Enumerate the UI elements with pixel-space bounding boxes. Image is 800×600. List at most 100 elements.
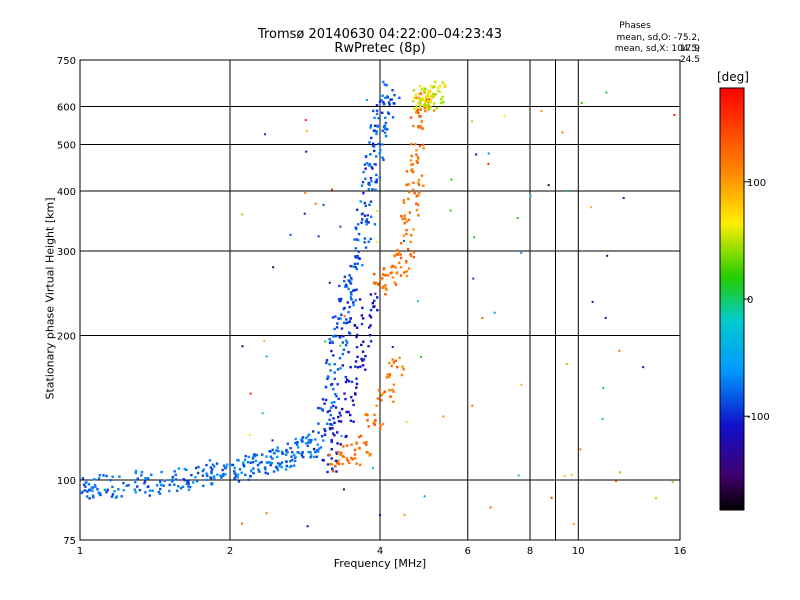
data-point [365,450,368,454]
data-point [339,420,343,423]
data-point [380,393,383,397]
data-point [88,497,91,500]
data-point [364,413,367,416]
data-point [120,495,123,498]
data-point [344,435,347,439]
data-point [384,96,387,100]
data-point [349,419,353,422]
data-point [580,101,583,104]
data-point [383,127,387,131]
data-point [194,466,198,470]
data-point [309,451,312,454]
data-point [174,478,178,481]
data-point [368,203,371,207]
data-point [212,475,216,478]
data-point [422,147,425,150]
data-point [471,404,474,407]
data-point [415,208,419,212]
data-point [380,399,383,402]
data-point [403,513,406,516]
data-point [402,234,406,237]
data-point [86,490,89,493]
data-point [405,420,408,423]
data-point [111,485,114,489]
data-point [284,468,288,471]
data-point [417,111,420,115]
data-point [427,98,430,101]
data-point [355,386,358,389]
phase-stats-heading: Phases [619,21,651,31]
data-point [325,361,328,365]
data-point [279,462,282,466]
data-point [260,460,263,464]
data-point [473,236,476,239]
data-point [411,170,415,174]
data-point [422,86,425,90]
data-point [258,461,261,465]
data-point [396,365,399,369]
data-point [393,102,396,105]
data-point [345,457,349,460]
y-tick-label: 200 [57,332,76,343]
data-point [386,373,389,376]
data-point [418,103,422,107]
data-point [487,152,490,155]
data-point [330,457,333,460]
data-point [437,89,440,93]
data-point [334,334,338,338]
data-point [405,232,408,236]
data-point [392,383,396,386]
data-point [378,176,381,179]
data-point [375,112,379,116]
data-point [349,365,352,369]
data-point [418,144,422,148]
data-point [427,95,430,98]
data-point [315,449,319,452]
data-point [237,480,241,483]
data-point [415,153,418,156]
data-point [341,352,344,356]
data-point [432,109,436,112]
data-point [417,157,420,160]
data-point [390,364,393,368]
data-point [345,318,348,321]
data-point [591,300,594,303]
data-point [405,270,408,273]
data-point [364,443,368,446]
data-point [305,129,308,132]
data-point [358,463,362,467]
data-point [354,299,357,302]
data-point [369,340,373,343]
data-point [395,272,398,275]
data-point [338,356,342,360]
data-point [374,188,377,192]
data-point [211,468,214,471]
data-point [346,459,349,462]
data-point [91,494,95,497]
data-point [134,491,137,494]
data-point [352,303,355,307]
data-point [381,286,384,289]
data-point [247,455,250,459]
data-point [382,158,385,161]
data-point [179,487,183,490]
data-point [386,96,390,99]
data-point [373,423,377,426]
data-point [367,181,371,185]
data-point [472,277,475,280]
y-tick-label: 300 [57,247,76,258]
data-point [503,115,506,118]
data-point [140,470,144,474]
data-point [355,326,359,329]
data-point [416,203,420,207]
data-point [269,463,272,467]
data-point [136,485,139,488]
data-point [414,96,418,100]
data-point [399,253,402,256]
data-point [94,485,97,488]
data-point [424,87,427,91]
data-point [348,413,352,417]
data-point [373,149,376,153]
data-point [280,465,283,469]
data-point [397,252,401,255]
